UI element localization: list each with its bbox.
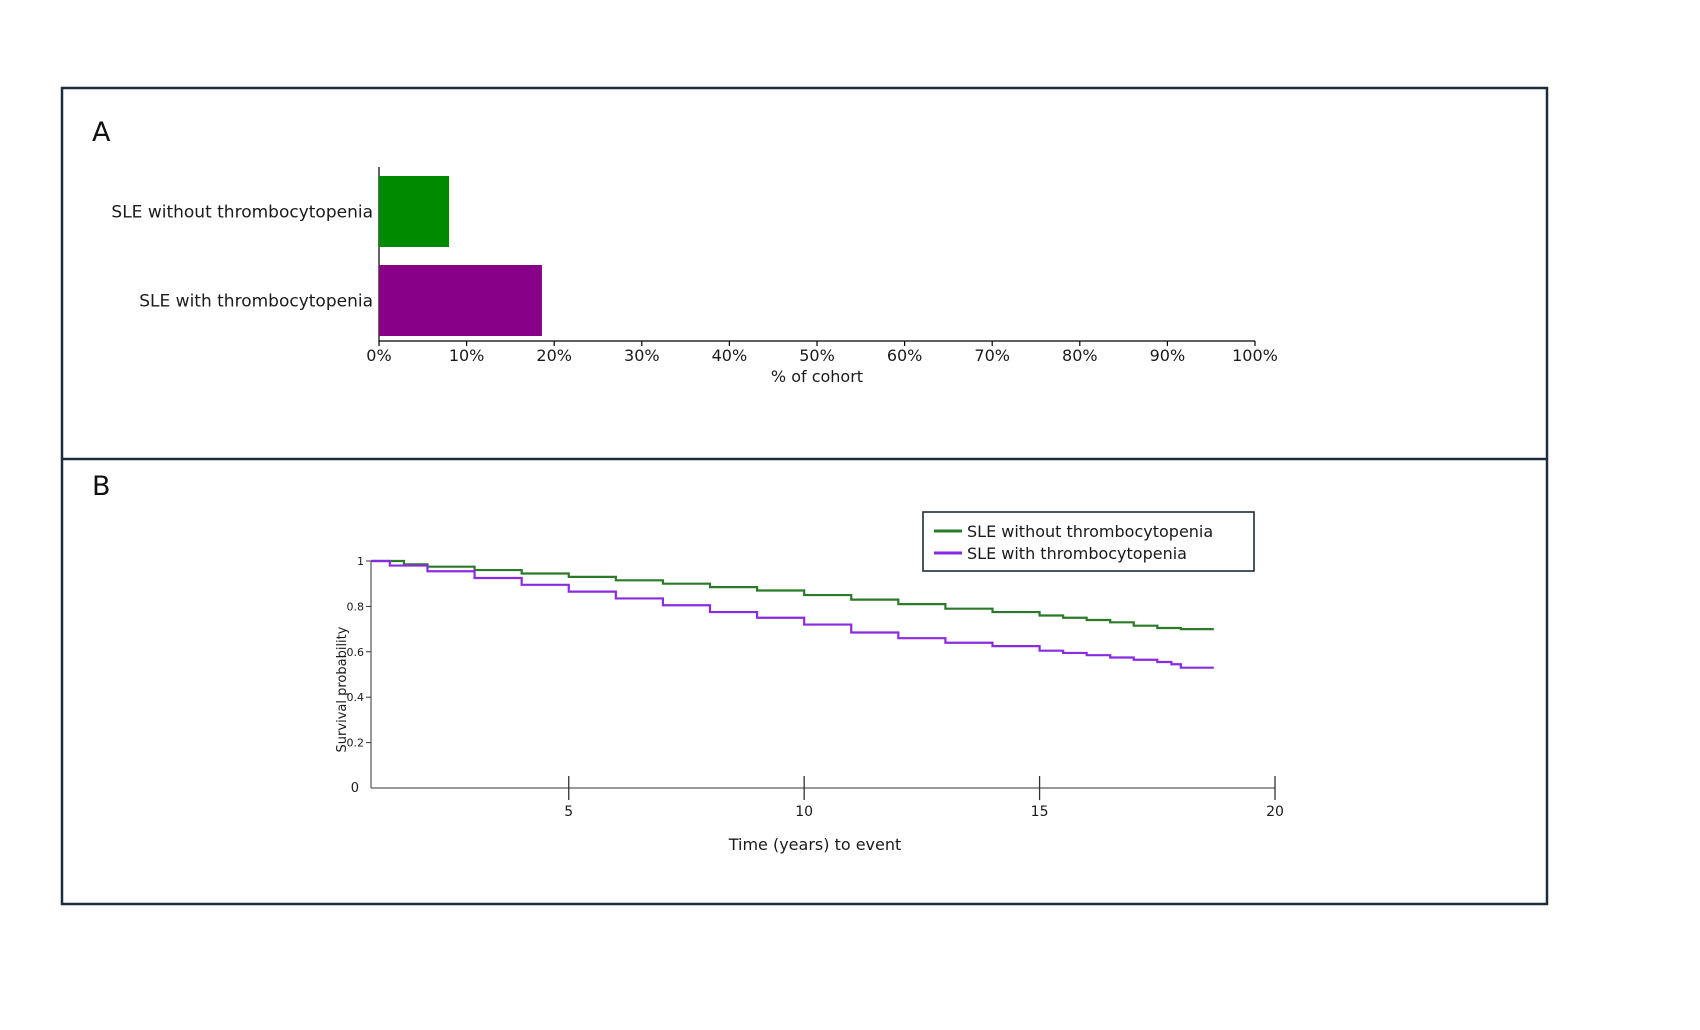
bar-x-tick-label: 80% bbox=[1062, 346, 1098, 365]
bar-category-label: SLE with thrombocytopenia bbox=[139, 292, 373, 312]
bar-x-tick-label: 100% bbox=[1232, 346, 1278, 365]
bar-x-tick-label: 50% bbox=[799, 346, 835, 365]
bar-x-tick-label: 70% bbox=[974, 346, 1010, 365]
km-legend-label: SLE without thrombocytopenia bbox=[967, 522, 1213, 541]
figure-frame bbox=[60, 86, 1549, 906]
bar-1 bbox=[379, 265, 542, 336]
bar-x-tick-label: 20% bbox=[536, 346, 572, 365]
km-x-axis-label: Time (years) to event bbox=[728, 835, 902, 854]
km-y-axis-label: Survival probability bbox=[335, 626, 350, 752]
km-y-tick-label: 1 bbox=[357, 555, 364, 568]
bar-x-tick-label: 10% bbox=[449, 346, 485, 365]
bar-x-tick-label: 40% bbox=[712, 346, 748, 365]
panel-a-bar-chart: SLE without thrombocytopenia SLE with thr… bbox=[111, 167, 1278, 386]
bar-x-tick-label: 0% bbox=[366, 346, 391, 365]
bar-x-tick-label: 60% bbox=[887, 346, 923, 365]
km-legend-label: SLE with thrombocytopenia bbox=[967, 544, 1187, 563]
bar-x-tick-label: 30% bbox=[624, 346, 660, 365]
bar-category-label: SLE without thrombocytopenia bbox=[111, 203, 373, 223]
km-x-tick-label: 10 bbox=[795, 804, 813, 820]
km-x-tick-label: 15 bbox=[1031, 804, 1049, 820]
km-curve-1 bbox=[371, 559, 1214, 669]
km-curve-0 bbox=[371, 559, 1214, 631]
km-y-tick-label: 0.8 bbox=[347, 600, 365, 613]
panel-a-letter: A bbox=[92, 117, 111, 148]
bar-0 bbox=[379, 176, 450, 247]
km-y-tick-label: 0.2 bbox=[347, 737, 365, 750]
km-x-tick-label: 5 bbox=[564, 804, 573, 820]
km-y-tick-label: 0.4 bbox=[347, 691, 365, 704]
km-y-tick-label: 0 bbox=[351, 781, 359, 796]
panel-b-letter: B bbox=[92, 471, 111, 502]
bar-x-axis-label: % of cohort bbox=[771, 367, 863, 386]
km-x-tick-label: 20 bbox=[1266, 804, 1284, 820]
bar-x-tick-label: 90% bbox=[1150, 346, 1186, 365]
km-legend-box bbox=[922, 511, 1255, 572]
km-y-tick-label: 0.6 bbox=[347, 646, 365, 659]
